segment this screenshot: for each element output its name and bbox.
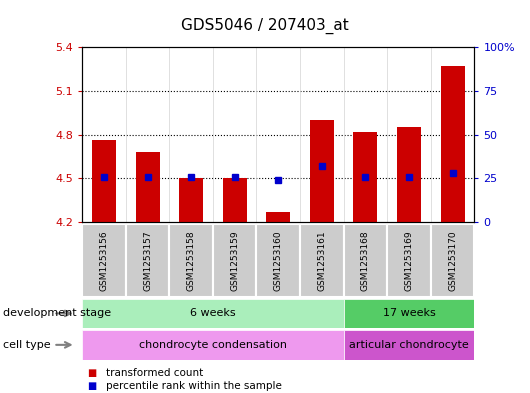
Text: articular chondrocyte: articular chondrocyte — [349, 340, 469, 350]
Text: GSM1253157: GSM1253157 — [143, 230, 152, 291]
Text: GSM1253156: GSM1253156 — [100, 230, 109, 291]
Text: ■: ■ — [87, 367, 96, 378]
Bar — [223, 178, 246, 222]
Bar — [440, 66, 465, 222]
Text: GSM1253159: GSM1253159 — [230, 230, 239, 291]
Bar — [387, 224, 431, 297]
Text: 17 weeks: 17 weeks — [383, 309, 435, 318]
Bar — [82, 330, 343, 360]
Bar — [343, 330, 474, 360]
Bar — [257, 224, 300, 297]
Text: percentile rank within the sample: percentile rank within the sample — [106, 381, 282, 391]
Text: cell type: cell type — [3, 340, 50, 350]
Text: GSM1253160: GSM1253160 — [274, 230, 282, 291]
Bar — [310, 120, 334, 222]
Text: GSM1253169: GSM1253169 — [404, 230, 413, 291]
Text: GSM1253158: GSM1253158 — [187, 230, 196, 291]
Bar — [397, 127, 421, 222]
Text: GSM1253168: GSM1253168 — [361, 230, 370, 291]
Bar — [300, 224, 343, 297]
Bar — [431, 224, 474, 297]
Text: GSM1253161: GSM1253161 — [317, 230, 326, 291]
Bar — [179, 178, 203, 222]
Bar — [354, 132, 377, 222]
Bar — [82, 299, 343, 328]
Bar — [343, 224, 387, 297]
Text: GSM1253170: GSM1253170 — [448, 230, 457, 291]
Text: transformed count: transformed count — [106, 367, 203, 378]
Bar — [343, 299, 474, 328]
Bar — [213, 224, 257, 297]
Text: 6 weeks: 6 weeks — [190, 309, 236, 318]
Bar — [82, 224, 126, 297]
Text: chondrocyte condensation: chondrocyte condensation — [139, 340, 287, 350]
Bar — [92, 140, 116, 222]
Bar — [136, 152, 160, 222]
Bar — [169, 224, 213, 297]
Text: development stage: development stage — [3, 309, 111, 318]
Text: GDS5046 / 207403_at: GDS5046 / 207403_at — [181, 18, 349, 34]
Bar — [266, 212, 290, 222]
Bar — [126, 224, 169, 297]
Text: ■: ■ — [87, 381, 96, 391]
